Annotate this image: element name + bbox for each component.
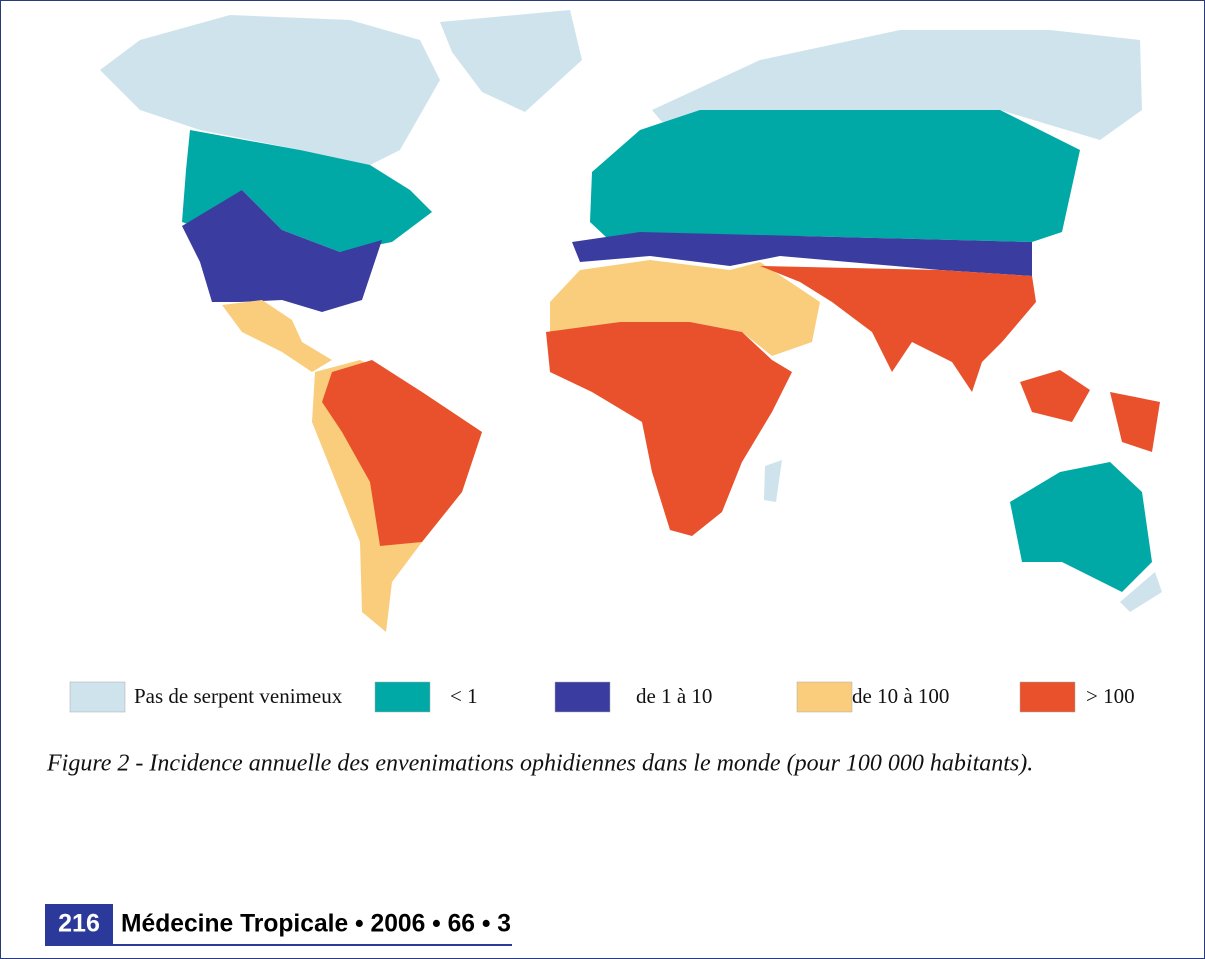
map-region <box>222 300 332 372</box>
map-region <box>182 130 432 252</box>
page-number-box <box>45 904 113 944</box>
map-region <box>546 322 792 536</box>
journal-name: Médecine Tropicale • 2006 • 66 • 3 <box>121 910 511 938</box>
page-number: 216 <box>58 910 100 938</box>
legend-swatch <box>554 681 611 713</box>
figure-caption: Figure 2 - Incidence annuelle des enveni… <box>46 751 1033 777</box>
legend-swatch <box>374 681 431 713</box>
map-region <box>100 15 440 170</box>
map-region <box>1010 462 1152 592</box>
map-region <box>550 260 820 356</box>
world-map <box>100 10 1162 632</box>
legend-label: < 1 <box>450 684 478 708</box>
map-region <box>1020 370 1090 422</box>
legend: Pas de serpent venimeux < 1 de 1 à 10 de 10… <box>69 681 1135 713</box>
map-region <box>182 190 382 312</box>
legend-swatch <box>1019 681 1076 713</box>
map-region <box>572 232 1032 276</box>
map-region <box>1110 392 1160 452</box>
legend-label: Pas de serpent venimeux <box>134 684 343 708</box>
map-region <box>764 460 782 502</box>
map-region <box>440 10 582 112</box>
legend-swatch <box>69 681 126 713</box>
map-region <box>590 110 1080 252</box>
map-region <box>760 266 1036 392</box>
legend-label: de 10 à 100 <box>852 684 949 708</box>
legend-label: de 1 à 10 <box>636 684 712 708</box>
legend-label: > 100 <box>1086 684 1135 708</box>
map-region <box>1120 572 1162 612</box>
map-region <box>322 360 482 546</box>
legend-swatch <box>796 681 853 713</box>
